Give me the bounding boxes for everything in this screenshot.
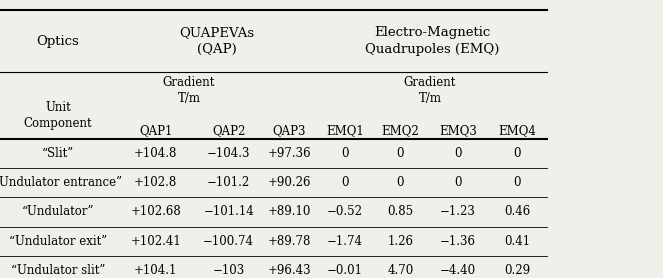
Text: 0.46: 0.46	[504, 205, 530, 219]
Text: 1.26: 1.26	[387, 235, 414, 248]
Text: 0.29: 0.29	[504, 264, 530, 277]
Text: 0.85: 0.85	[387, 205, 414, 219]
Text: −104.3: −104.3	[207, 147, 251, 160]
Text: 0: 0	[341, 176, 349, 189]
Text: “Undulator entrance”: “Undulator entrance”	[0, 176, 123, 189]
Text: QUAPEVAs
(QAP): QUAPEVAs (QAP)	[179, 26, 254, 56]
Text: “Undulator”: “Undulator”	[22, 205, 94, 219]
Text: Unit
Component: Unit Component	[24, 101, 92, 130]
Text: +89.78: +89.78	[268, 235, 311, 248]
Text: EMQ3: EMQ3	[439, 125, 477, 138]
Text: QAP3: QAP3	[272, 125, 306, 138]
Text: +104.8: +104.8	[134, 147, 178, 160]
Text: −0.01: −0.01	[327, 264, 363, 277]
Text: −101.14: −101.14	[204, 205, 254, 219]
Text: Electro-Magnetic
Quadrupoles (EMQ): Electro-Magnetic Quadrupoles (EMQ)	[365, 26, 499, 56]
Text: 0: 0	[454, 147, 461, 160]
Text: +104.1: +104.1	[134, 264, 178, 277]
Text: Gradient
T/m: Gradient T/m	[163, 76, 215, 105]
Text: 0: 0	[396, 147, 404, 160]
Text: +90.26: +90.26	[268, 176, 311, 189]
Text: +102.8: +102.8	[134, 176, 178, 189]
Text: 0: 0	[454, 176, 461, 189]
Text: −1.36: −1.36	[440, 235, 476, 248]
Text: −1.74: −1.74	[327, 235, 363, 248]
Text: 0.41: 0.41	[504, 235, 530, 248]
Text: 4.70: 4.70	[387, 264, 414, 277]
Text: EMQ2: EMQ2	[382, 125, 419, 138]
Text: EMQ4: EMQ4	[498, 125, 536, 138]
Text: −101.2: −101.2	[207, 176, 251, 189]
Text: −100.74: −100.74	[204, 235, 254, 248]
Text: “Undulator slit”: “Undulator slit”	[11, 264, 105, 277]
Text: +102.68: +102.68	[131, 205, 181, 219]
Text: 0: 0	[396, 176, 404, 189]
Text: +89.10: +89.10	[268, 205, 311, 219]
Text: “Undulator exit”: “Undulator exit”	[9, 235, 107, 248]
Text: +102.41: +102.41	[131, 235, 181, 248]
Text: −4.40: −4.40	[440, 264, 476, 277]
Text: Optics: Optics	[36, 34, 80, 48]
Text: 0: 0	[513, 176, 521, 189]
Text: −0.52: −0.52	[327, 205, 363, 219]
Text: QAP2: QAP2	[212, 125, 245, 138]
Text: “Slit”: “Slit”	[42, 147, 74, 160]
Text: 0: 0	[513, 147, 521, 160]
Text: QAP1: QAP1	[139, 125, 172, 138]
Text: Gradient
T/m: Gradient T/m	[404, 76, 456, 105]
Text: +96.43: +96.43	[268, 264, 311, 277]
Text: −103: −103	[213, 264, 245, 277]
Text: +97.36: +97.36	[268, 147, 311, 160]
Text: −1.23: −1.23	[440, 205, 476, 219]
Text: EMQ1: EMQ1	[326, 125, 363, 138]
Text: 0: 0	[341, 147, 349, 160]
